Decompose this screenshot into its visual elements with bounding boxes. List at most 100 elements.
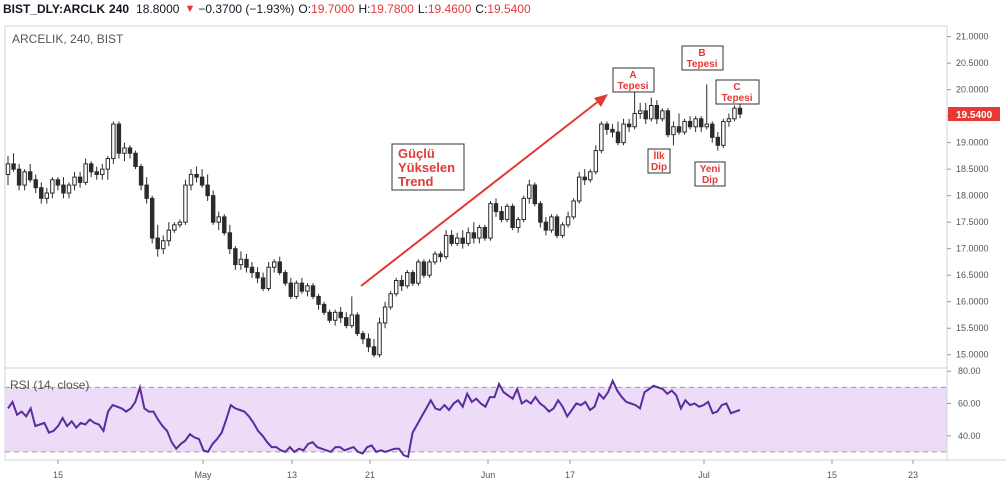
candle-body-down [94, 171, 99, 175]
candle-body-down [33, 179, 38, 189]
price-axis[interactable]: 21.000020.500020.000019.500019.000018.50… [947, 32, 989, 360]
candle-body-up [732, 107, 737, 120]
price-tick-label: 16.0000 [956, 297, 989, 307]
candle-body-down [460, 237, 465, 244]
candle-body-up [565, 216, 571, 226]
chart-svg[interactable]: ARCELIK, 240, BIST RSI (14, close) 21.00… [0, 20, 1006, 493]
candle-body-up [271, 261, 277, 268]
a-tepesi-label[interactable]: A Tepesi [612, 67, 655, 93]
candle-body-up [593, 150, 599, 173]
candle-body-up [122, 147, 127, 154]
last-price-tag: 19.5400 [948, 107, 1000, 122]
candle-body-down [471, 232, 477, 239]
candle-body-down [499, 211, 504, 221]
candle-body-up [44, 192, 50, 199]
candle-body-up [660, 110, 665, 120]
candle-body-down [687, 120, 693, 128]
rsi-tick-label: 80.00 [958, 366, 981, 376]
candle-body-down [715, 136, 721, 146]
down-arrow-icon: ▼ [184, 3, 196, 15]
trend-label-rect [391, 143, 465, 191]
yeni-dip-rect [694, 161, 726, 187]
candle-body-up [382, 306, 388, 324]
price-tick-label: 16.5000 [956, 270, 989, 280]
candle-body-down [144, 184, 149, 199]
b-tepesi-label[interactable]: B Tepesi [681, 45, 724, 71]
candle-body-down [371, 346, 377, 356]
time-tick-label: Jul [698, 470, 710, 480]
trend-label-box[interactable]: Güçlü Yükselen Trend [391, 143, 465, 191]
candle-body-down [710, 123, 715, 138]
trend-label-line-2: Yükselen [398, 160, 455, 175]
ilk-dip-rect [647, 148, 671, 174]
price-tick-label: 20.0000 [956, 85, 989, 95]
symbol-label[interactable]: BIST_DLY:ARCLK [3, 2, 106, 16]
candle-body-up [5, 163, 11, 175]
candle-body-down [538, 203, 543, 223]
candle-body-down [510, 205, 515, 228]
candle-body-up [377, 322, 382, 356]
c-tepesi-letter: C [733, 82, 740, 93]
trend-arrow[interactable] [360, 94, 608, 287]
time-tick-label: 15 [53, 470, 63, 480]
candle-body-up [621, 123, 626, 144]
price-tick-label: 18.0000 [956, 191, 989, 201]
a-tepesi-letter: A [629, 70, 636, 81]
ilk-dip-line-2: Dip [651, 162, 667, 173]
candle-body-down [582, 176, 587, 181]
candle-body-up [405, 272, 410, 287]
rsi-tick-label: 40.00 [958, 431, 981, 441]
rsi-band [5, 387, 947, 452]
candle-body-down [654, 105, 660, 120]
candle-body-up [349, 314, 355, 327]
candle-body-up [599, 123, 604, 152]
candle-body-up [266, 266, 271, 289]
price-tick-label: 15.5000 [956, 323, 989, 333]
candle-body-down [410, 272, 416, 284]
high-value: 19.7800 [370, 2, 414, 16]
candle-body-up [488, 203, 493, 239]
candle-body-down [277, 261, 282, 274]
price-tick-label: 17.5000 [956, 217, 989, 227]
candle-body-up [22, 171, 27, 186]
high-label: H: [358, 2, 371, 16]
candle-body-down [133, 152, 138, 168]
main-pane-title: ARCELIK, 240, BIST [12, 32, 124, 46]
candle-body-up [66, 184, 72, 194]
candle-body-down [482, 226, 488, 239]
time-tick-label: Jun [481, 470, 496, 480]
candle-body-down [222, 216, 227, 234]
yeni-dip-line-2: Dip [702, 175, 718, 186]
candle-body-down [604, 123, 610, 130]
candle-body-down [77, 176, 83, 183]
rsi-axis[interactable]: 80.00 60.00 40.00 [947, 366, 981, 441]
rsi-line [7, 378, 741, 459]
time-axis[interactable]: 15 May 13 21 Jun 17 Jul 15 23 [53, 460, 918, 480]
time-tick-label: 13 [287, 470, 297, 480]
candle-body-down [316, 295, 321, 305]
a-tepesi-rect [612, 67, 655, 93]
candle-body-down [344, 317, 349, 327]
candle-body-up [83, 163, 88, 183]
candle-body-down [449, 234, 454, 244]
main-pane[interactable] [4, 25, 948, 380]
yeni-dip-line-1: Yeni [700, 164, 721, 175]
yeni-dip-label[interactable]: Yeni Dip [694, 161, 726, 187]
candle-body-down [321, 303, 327, 313]
candle-body-up [637, 110, 643, 114]
candle-body-up [588, 171, 593, 181]
candle-body-up [216, 216, 221, 223]
timeframe-label[interactable]: 240 [109, 2, 130, 16]
candle-body-down [39, 187, 44, 199]
candle-body-up [427, 261, 432, 276]
candle-body-up [166, 229, 172, 242]
candle-body-down [360, 333, 366, 340]
candle-body-up [571, 200, 576, 218]
candle-body-up [704, 123, 709, 128]
candle-body-up [238, 258, 244, 266]
c-tepesi-rect [715, 79, 760, 105]
price-tick-label: 20.5000 [956, 58, 989, 68]
ilk-dip-label[interactable]: İlk Dip [647, 148, 671, 174]
chart-frame[interactable]: ARCELIK, 240, BIST RSI (14, close) 21.00… [0, 20, 1006, 493]
c-tepesi-label[interactable]: C Tepesi [715, 79, 760, 105]
